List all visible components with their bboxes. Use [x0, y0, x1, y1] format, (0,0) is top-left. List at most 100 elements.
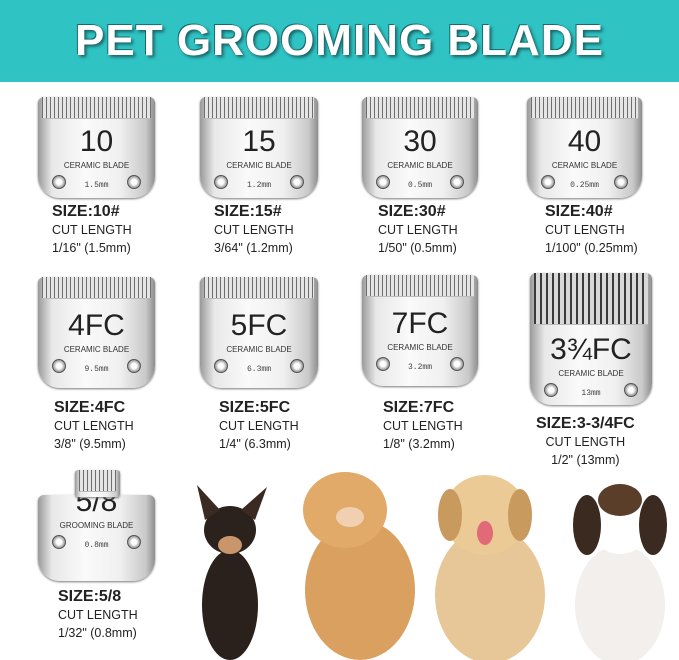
screw-icon	[52, 175, 66, 189]
blade-1: 15 CERAMIC BLADE 1.2mm	[200, 97, 318, 198]
chihuahua-image	[197, 485, 267, 660]
blade-number: 30	[403, 125, 437, 158]
blade-label: SIZE:40# CUT LENGTH 1/100" (0.25mm)	[545, 203, 638, 257]
blade-type-text: CERAMIC BLADE	[226, 345, 292, 354]
cut-length-label: CUT LENGTH	[378, 223, 458, 237]
blade-mm: 0.5mm	[407, 181, 432, 190]
cut-length-label: CUT LENGTH	[545, 435, 626, 449]
blade-number: 3¾FC	[550, 333, 632, 366]
blade-mm: 9.5mm	[84, 365, 109, 374]
blade-label: SIZE:3-3/4FC CUT LENGTH 1/2" (13mm)	[536, 415, 635, 469]
screw-icon	[624, 383, 638, 397]
cut-length-label: CUT LENGTH	[54, 419, 134, 433]
title-banner: PET GROOMING BLADE	[0, 0, 679, 82]
cut-length-value: 3/8" (9.5mm)	[54, 437, 126, 451]
blade-number: 15	[242, 125, 276, 158]
blade-type-text: CERAMIC BLADE	[551, 161, 618, 170]
size-text: SIZE:7FC	[383, 399, 455, 416]
blade-mm: 1.5mm	[84, 181, 109, 190]
blade-type-text: CERAMIC BLADE	[63, 345, 130, 354]
screw-icon	[450, 357, 464, 371]
blade-type-text: CERAMIC BLADE	[387, 343, 453, 352]
blade-number: 4FC	[68, 309, 125, 342]
blade-number: 10	[79, 125, 114, 158]
blade-teeth	[534, 273, 648, 325]
cut-length-label: CUT LENGTH	[219, 419, 299, 433]
size-text: SIZE:40#	[545, 203, 613, 220]
blade-teeth	[366, 97, 474, 119]
blade-label: SIZE:10# CUT LENGTH 1/16" (1.5mm)	[52, 203, 132, 257]
blade-5: 5FC CERAMIC BLADE 6.3mm	[200, 277, 318, 388]
size-text: SIZE:30#	[378, 203, 446, 220]
screw-icon	[127, 359, 141, 373]
blade-type-text: CERAMIC BLADE	[226, 161, 292, 170]
blade-teeth	[531, 97, 638, 119]
cut-length-label: CUT LENGTH	[52, 223, 132, 237]
blade-teeth	[204, 277, 314, 299]
blade-type-text: CERAMIC BLADE	[387, 161, 453, 170]
cut-length-value: 3/64" (1.2mm)	[214, 241, 293, 255]
screw-icon	[614, 175, 628, 189]
blade-mm: 1.2mm	[246, 181, 271, 190]
screw-icon	[127, 175, 141, 189]
blade-type-text: CERAMIC BLADE	[63, 161, 130, 170]
screw-icon	[52, 535, 66, 549]
blade-comb	[75, 470, 120, 497]
cut-length-value: 1/50" (0.5mm)	[378, 241, 457, 255]
blade-teeth	[79, 470, 116, 492]
screw-icon	[214, 175, 228, 189]
blade-2: 30 CERAMIC BLADE 0.5mm	[362, 97, 478, 198]
blade-teeth	[42, 97, 151, 119]
beagle-puppy-image	[573, 484, 667, 660]
size-text: SIZE:5FC	[219, 399, 291, 416]
screw-icon	[127, 535, 141, 549]
blade-type-text: GROOMING BLADE	[59, 521, 134, 530]
cut-length-value: 1/2" (13mm)	[551, 453, 620, 467]
blade-mm: 0.8mm	[84, 541, 109, 550]
screw-icon	[290, 359, 304, 373]
screw-icon	[541, 175, 555, 189]
blade-mm: 6.3mm	[246, 365, 271, 374]
page-title: PET GROOMING BLADE	[75, 16, 604, 65]
blade-4: 4FC CERAMIC BLADE 9.5mm	[38, 277, 155, 388]
blade-label: SIZE:4FC CUT LENGTH 3/8" (9.5mm)	[54, 399, 134, 453]
blade-teeth	[204, 97, 314, 119]
size-text: SIZE:15#	[214, 203, 282, 220]
cut-length-value: 1/8" (3.2mm)	[383, 437, 455, 451]
screw-icon	[214, 359, 228, 373]
cut-length-value: 1/4" (6.3mm)	[219, 437, 291, 451]
blade-3: 40 CERAMIC BLADE 0.25mm	[527, 97, 642, 198]
cut-length-label: CUT LENGTH	[214, 223, 294, 237]
cut-length-label: CUT LENGTH	[58, 608, 138, 622]
size-text: SIZE:4FC	[54, 399, 126, 416]
cut-length-label: CUT LENGTH	[545, 223, 625, 237]
pomeranian-image	[303, 472, 415, 660]
blade-label: SIZE:5/8 CUT LENGTH 1/32" (0.8mm)	[58, 588, 138, 642]
blade-label: SIZE:15# CUT LENGTH 3/64" (1.2mm)	[214, 203, 294, 257]
blade-mm: 0.25mm	[570, 181, 599, 190]
blade-label: SIZE:5FC CUT LENGTH 1/4" (6.3mm)	[219, 399, 299, 453]
blade-label: SIZE:7FC CUT LENGTH 1/8" (3.2mm)	[383, 399, 463, 453]
dogs-photo	[197, 472, 667, 660]
blade-type-text: CERAMIC BLADE	[558, 369, 624, 378]
cut-length-value: 1/32" (0.8mm)	[58, 626, 137, 640]
cut-length-label: CUT LENGTH	[383, 419, 463, 433]
golden-puppy-image	[435, 475, 545, 660]
blade-mm: 3.2mm	[407, 363, 432, 372]
screw-icon	[290, 175, 304, 189]
screw-icon	[450, 175, 464, 189]
blade-8: 5/8 GROOMING BLADE 0.8mm	[38, 485, 155, 581]
blade-teeth	[42, 277, 151, 299]
blade-number: 40	[567, 125, 602, 158]
blade-number: 7FC	[391, 307, 449, 340]
cut-length-value: 1/16" (1.5mm)	[52, 241, 131, 255]
size-text: SIZE:10#	[52, 203, 120, 220]
screw-icon	[376, 357, 390, 371]
cut-length-value: 1/100" (0.25mm)	[545, 241, 638, 255]
size-text: SIZE:5/8	[58, 588, 122, 605]
size-text: SIZE:3-3/4FC	[536, 415, 635, 432]
screw-icon	[376, 175, 390, 189]
blade-mm: 13mm	[581, 389, 601, 398]
blade-teeth	[366, 275, 474, 297]
blade-6: 7FC CERAMIC BLADE 3.2mm	[362, 275, 478, 386]
